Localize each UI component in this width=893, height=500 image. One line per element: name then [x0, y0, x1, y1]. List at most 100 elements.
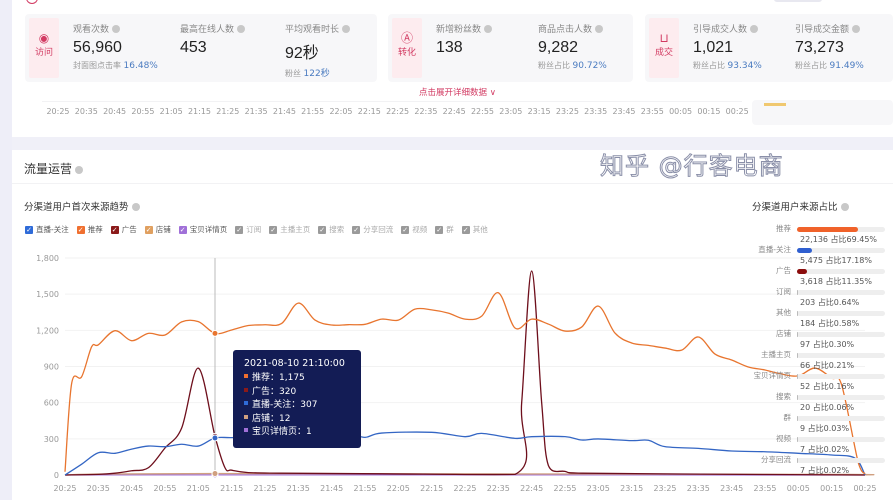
help-icon[interactable]	[484, 25, 493, 33]
legend-label: 店铺	[155, 225, 171, 234]
tooltip-row: 广告：320	[244, 386, 361, 400]
time-axis-label: 21:25	[216, 107, 240, 116]
help-icon[interactable]	[342, 25, 351, 33]
ratio-row: 广告 3,618 占比11.35%	[752, 266, 893, 292]
user-circle-icon: Ⓐ	[400, 31, 413, 45]
checkbox-icon[interactable]: ✓	[178, 225, 187, 234]
metric: 引导成交人数 1,021 粉丝占比 93.34%	[693, 22, 762, 71]
metric-label: 最高在线人数	[180, 22, 246, 35]
ratio-bar-fill	[797, 248, 813, 253]
metric-sub-value: 90.72%	[572, 61, 607, 71]
help-icon[interactable]	[112, 25, 121, 33]
metric: 引导成交金额 73,273 粉丝占比 91.49%	[795, 22, 864, 71]
legend-item[interactable]: ✓ 其他	[461, 224, 488, 235]
shopping-bag-icon: ⊔	[659, 31, 669, 45]
ratio-row: 搜索 20 占比0.06%	[752, 392, 893, 418]
legend-item[interactable]: ✓ 店铺	[144, 224, 171, 235]
help-icon[interactable]	[595, 25, 604, 33]
checkbox-icon[interactable]: ✓	[318, 225, 327, 234]
eye-icon: ◉	[38, 31, 50, 45]
ratio-label: 广告	[776, 266, 791, 275]
time-axis-label: 20:45	[103, 107, 127, 116]
ratio-bar-track	[797, 227, 885, 232]
expand-details-link[interactable]: 点击展开详细数据 ∨	[419, 88, 496, 98]
checkbox-icon[interactable]: ✓	[352, 225, 361, 234]
tooltip-row: 推荐：1,175	[244, 372, 361, 386]
ratio-row: 主播主页 66 占比0.21%	[752, 350, 893, 376]
ratio-row: 视频 7 占比0.02%	[752, 434, 893, 460]
sidebar-strip	[0, 0, 12, 500]
x-tick-label: 22:55	[553, 484, 576, 493]
legend-item[interactable]: ✓ 视频	[401, 224, 427, 235]
legend-item[interactable]: ✓ 推荐	[76, 224, 103, 235]
checkbox-icon[interactable]: ✓	[401, 225, 410, 234]
ratio-label: 推荐	[776, 224, 791, 233]
tooltip-row: 直播-关注：307	[244, 399, 361, 413]
ratio-row: 群 9 占比0.03%	[752, 413, 893, 439]
ratio-label: 宝贝详情页	[753, 371, 792, 380]
legend-item[interactable]: ✓ 广告	[110, 224, 137, 235]
metric-group-badge: ⊔ 成交	[649, 18, 679, 78]
checkbox-icon[interactable]: ✓	[76, 225, 85, 234]
x-tick-label: 21:45	[320, 484, 343, 493]
metric-group-label: 转化	[397, 48, 416, 58]
ratio-bar-fill	[797, 227, 859, 232]
time-axis-label: 22:25	[386, 107, 410, 116]
checkbox-icon[interactable]: ✓	[269, 225, 278, 234]
checkbox-icon[interactable]: ✓	[110, 225, 119, 234]
legend-item[interactable]: ✓ 搜索	[318, 224, 344, 235]
help-icon[interactable]	[75, 166, 84, 174]
metric: 观看次数 56,960 封面图点击率 16.48%	[73, 22, 158, 71]
checkbox-icon[interactable]: ✓	[25, 225, 33, 234]
divider	[42, 101, 742, 102]
chart-legend: ✓ 直播-关注 ✓ 推荐 ✓ 广告 ✓ 店铺 ✓ 宝贝详情页 ✓ 订阅 ✓ 主播主页 ✓ 搜索 ✓ 分享回流 ✓ 视频…	[25, 224, 488, 235]
legend-item[interactable]: ✓ 订阅	[235, 224, 261, 235]
x-tick-label: 20:25	[53, 484, 76, 493]
ratio-bar-track	[797, 332, 885, 337]
metric-value: 56,960	[73, 39, 122, 56]
time-axis-label: 22:05	[329, 107, 353, 116]
metric-value: 453	[180, 39, 207, 56]
hover-point	[211, 329, 219, 337]
legend-item[interactable]: ✓ 直播-关注	[25, 224, 69, 235]
help-icon[interactable]	[237, 25, 246, 33]
ratio-value: 3,618 占比11.35%	[800, 277, 872, 286]
time-axis-label: 22:55	[470, 107, 495, 116]
help-icon[interactable]	[750, 25, 759, 33]
ratio-label: 视频	[776, 434, 791, 443]
hover-point	[211, 470, 219, 478]
help-icon[interactable]	[852, 25, 861, 33]
x-tick-label: 00:25	[853, 484, 876, 493]
legend-item[interactable]: ✓ 宝贝详情页	[178, 224, 227, 235]
ratio-value: 5,475 占比17.18%	[800, 256, 872, 265]
checkbox-icon[interactable]: ✓	[235, 225, 244, 234]
side-panel-card	[752, 100, 893, 125]
ratio-bar-track	[797, 269, 885, 274]
checkbox-icon[interactable]: ✓	[435, 225, 444, 234]
legend-item[interactable]: ✓ 主播主页	[269, 224, 310, 235]
y-tick-label: 900	[44, 363, 59, 372]
ratio-bar-fill	[797, 311, 799, 316]
ratio-label: 搜索	[776, 392, 791, 401]
metric-label-text: 平均观看时长	[285, 25, 340, 35]
ratio-bar-track	[797, 374, 885, 379]
checkbox-icon[interactable]: ✓	[144, 225, 153, 234]
x-tick-label: 20:35	[87, 484, 110, 493]
ratio-bar-track	[797, 437, 885, 442]
help-icon[interactable]	[131, 203, 140, 211]
time-axis-label: 23:35	[584, 107, 608, 116]
legend-item[interactable]: ✓ 分享回流	[352, 224, 393, 235]
metric-group: ◉ 访问 观看次数 56,960 封面图点击率 16.48% 最高在线人数 453 平均观看时…	[25, 14, 377, 82]
checkbox-icon[interactable]: ✓	[461, 225, 470, 234]
x-tick-label: 00:05	[787, 484, 810, 493]
ratio-title: 分渠道用户来源占比	[752, 199, 849, 213]
side-panel-tag	[764, 103, 786, 106]
legend-item[interactable]: ✓ 群	[435, 224, 454, 235]
x-tick-label: 23:35	[687, 484, 710, 493]
help-icon[interactable]	[840, 203, 849, 211]
legend-label: 其他	[472, 225, 488, 234]
ratio-bar-fill	[797, 269, 807, 274]
ratio-bar-fill	[797, 395, 799, 400]
ratio-value: 7 占比0.02%	[800, 445, 850, 454]
